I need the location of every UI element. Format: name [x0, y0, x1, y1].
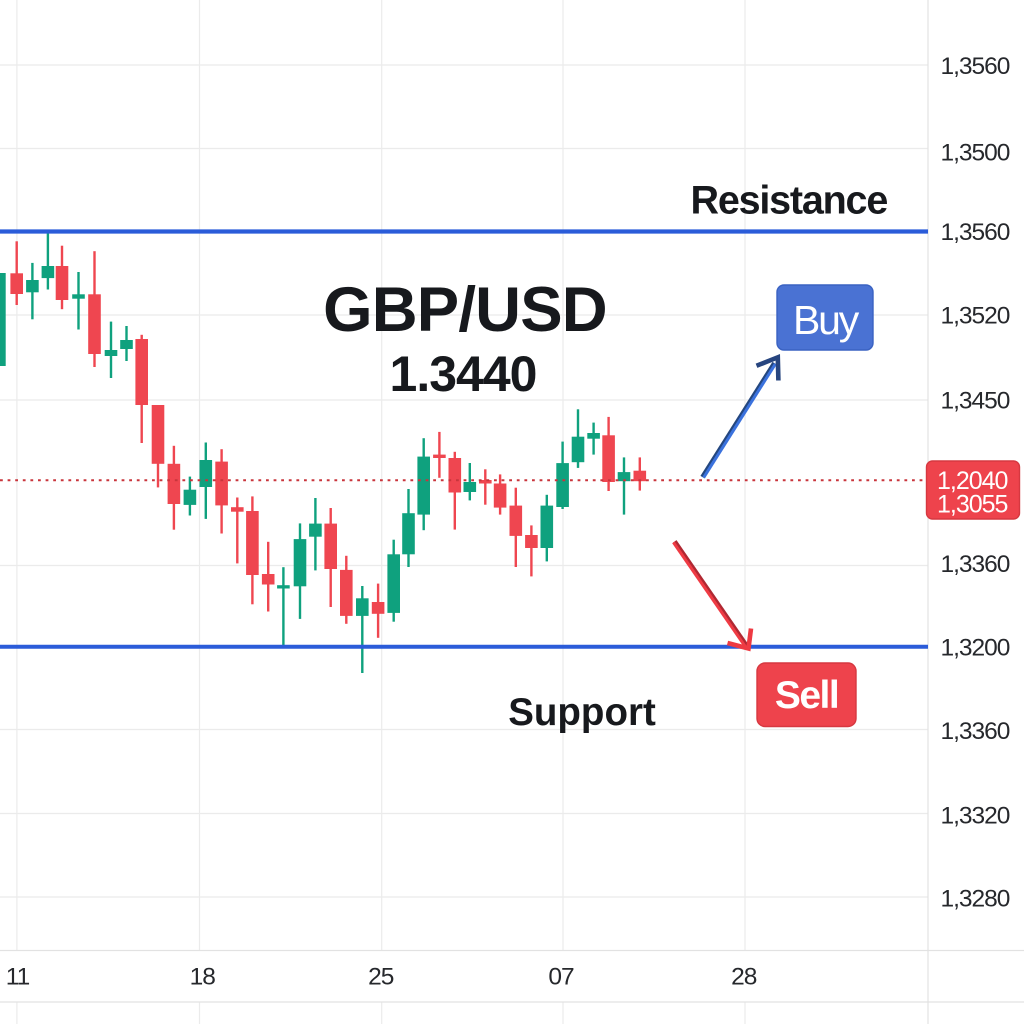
svg-text:25: 25: [368, 964, 394, 991]
svg-text:1.3440: 1.3440: [390, 346, 537, 402]
svg-text:Sell: Sell: [775, 674, 838, 717]
svg-text:1,3560: 1,3560: [941, 219, 1010, 246]
svg-text:1,3360: 1,3360: [941, 718, 1010, 745]
svg-text:1,3320: 1,3320: [941, 803, 1010, 830]
svg-text:11: 11: [6, 964, 30, 991]
svg-text:28: 28: [731, 964, 757, 991]
svg-text:Resistance: Resistance: [691, 179, 888, 223]
svg-text:1,3450: 1,3450: [941, 388, 1010, 415]
svg-text:18: 18: [190, 964, 216, 991]
svg-text:1,3560: 1,3560: [941, 53, 1010, 80]
svg-text:1,2040: 1,2040: [937, 467, 1008, 495]
svg-text:GBP/USD: GBP/USD: [323, 275, 607, 345]
svg-text:07: 07: [548, 964, 574, 991]
svg-text:1,3360: 1,3360: [941, 551, 1010, 578]
svg-text:1,3280: 1,3280: [941, 886, 1010, 913]
svg-text:1,3520: 1,3520: [941, 303, 1010, 330]
svg-text:1,3055: 1,3055: [937, 491, 1008, 519]
svg-text:Support: Support: [508, 691, 656, 734]
svg-text:1,3200: 1,3200: [941, 635, 1010, 662]
svg-text:Buy: Buy: [793, 297, 860, 343]
svg-text:1,3500: 1,3500: [941, 139, 1010, 166]
